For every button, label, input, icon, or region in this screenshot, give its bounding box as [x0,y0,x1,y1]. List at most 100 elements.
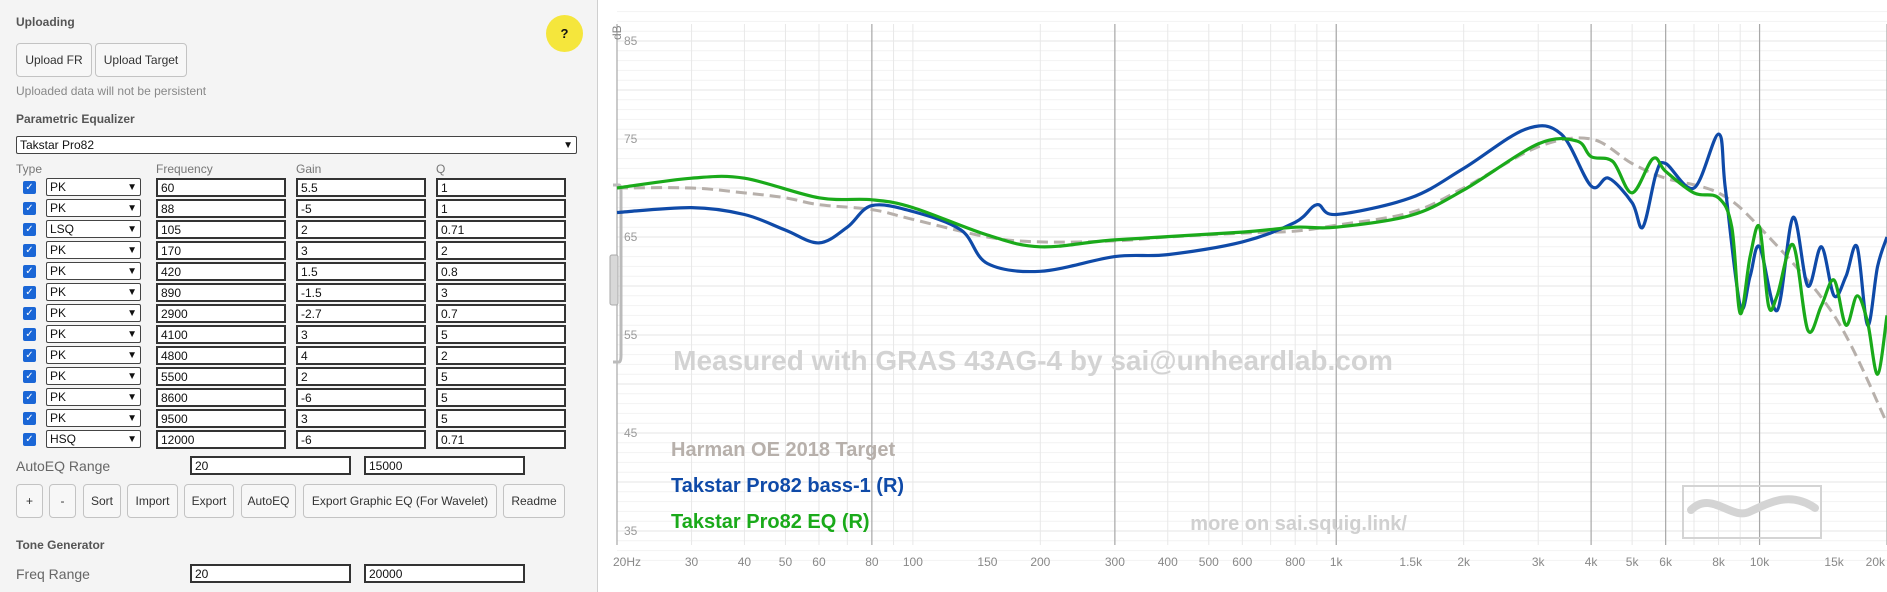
target-curve[interactable] [616,136,1887,424]
filter-type-select[interactable]: PK ▼ [46,283,141,301]
filter-q-input[interactable]: 0.71 [436,430,566,449]
filter-enabled-checkbox[interactable]: ✓ [23,286,36,299]
freq-range-from-input[interactable]: 20 [190,564,351,583]
sort-button[interactable]: Sort [83,484,121,518]
readme-button[interactable]: Readme [503,484,565,518]
upload-target-button[interactable]: Upload Target [95,43,187,77]
help-button[interactable]: ? [546,15,583,52]
filter-type-select[interactable]: PK ▼ [46,178,141,196]
filter-enabled-checkbox[interactable]: ✓ [23,202,36,215]
filter-type-select[interactable]: PK ▼ [46,325,141,343]
filter-frequency-input[interactable]: 60 [156,178,286,197]
legend-bass[interactable]: Takstar Pro82 bass-1 (R) [671,475,904,497]
add-filter-button[interactable]: + [16,484,43,518]
chevron-down-icon: ▼ [127,391,137,403]
import-button[interactable]: Import [127,484,178,518]
filter-type-select[interactable]: PK ▼ [46,409,141,427]
model-select[interactable]: Takstar Pro82 ▼ [16,136,577,154]
filter-q-input[interactable]: 0.71 [436,220,566,239]
upload-fr-button[interactable]: Upload FR [16,43,92,77]
filter-q-input[interactable]: 1 [436,199,566,218]
filter-gain-input[interactable]: 3 [296,241,426,260]
filter-enabled-checkbox[interactable]: ✓ [23,370,36,383]
filter-gain-input[interactable]: 1.5 [296,262,426,281]
filter-q-input[interactable]: 5 [436,388,566,407]
watermark-text: Measured with GRAS 43AG-4 by sai@unheard… [673,345,1393,376]
filter-gain-input[interactable]: 4 [296,346,426,365]
filter-gain-input[interactable]: -2.7 [296,304,426,323]
filter-gain-input[interactable]: 5.5 [296,178,426,197]
filter-type-select[interactable]: PK ▼ [46,388,141,406]
scroll-handle[interactable] [609,183,623,364]
filter-gain-input[interactable]: -5 [296,199,426,218]
filter-q-input[interactable]: 5 [436,367,566,386]
filter-frequency-input[interactable]: 12000 [156,430,286,449]
filter-type-select[interactable]: PK ▼ [46,241,141,259]
filter-gain-input[interactable]: -6 [296,388,426,407]
filter-enabled-checkbox[interactable]: ✓ [23,391,36,404]
filter-frequency-input[interactable]: 4800 [156,346,286,365]
filter-frequency-input[interactable]: 8600 [156,388,286,407]
filter-type-select[interactable]: PK ▼ [46,367,141,385]
filter-type-select[interactable]: HSQ ▼ [46,430,141,448]
filter-type-select[interactable]: PK ▼ [46,346,141,364]
y-tick-label: 85 [624,34,638,48]
chevron-down-icon: ▼ [127,223,137,235]
chevron-down-icon: ▼ [127,412,137,424]
filter-enabled-checkbox[interactable]: ✓ [23,181,36,194]
export-button[interactable]: Export [184,484,234,518]
filter-q-input[interactable]: 0.8 [436,262,566,281]
filter-type-select[interactable]: LSQ ▼ [46,220,141,238]
filter-enabled-checkbox[interactable]: ✓ [23,349,36,362]
remove-filter-button[interactable]: - [49,484,76,518]
filter-enabled-checkbox[interactable]: ✓ [23,223,36,236]
filter-frequency-input[interactable]: 420 [156,262,286,281]
filter-frequency-input[interactable]: 890 [156,283,286,302]
filter-q-input[interactable]: 0.7 [436,304,566,323]
grid-major [616,24,1887,545]
filter-q-input[interactable]: 5 [436,409,566,428]
upload-note: Uploaded data will not be persistent [16,84,207,98]
filter-enabled-checkbox[interactable]: ✓ [23,265,36,278]
legend-eq[interactable]: Takstar Pro82 EQ (R) [671,511,870,533]
filter-gain-input[interactable]: 2 [296,220,426,239]
legend-target[interactable]: Harman OE 2018 Target [671,439,896,461]
autoeq-range-to-input[interactable]: 15000 [364,456,525,475]
bass-curve[interactable] [616,124,1887,327]
autoeq-range-from-input[interactable]: 20 [190,456,351,475]
autoeq-button[interactable]: AutoEQ [241,484,296,518]
filter-enabled-checkbox[interactable]: ✓ [23,244,36,257]
filter-frequency-input[interactable]: 105 [156,220,286,239]
frequency-response-graph[interactable]: 85 75 65 55 45 35 20Hz 30 40 50 60 80 100 150 200 300 4… [599,0,1887,592]
filter-frequency-input[interactable]: 88 [156,199,286,218]
filter-enabled-checkbox[interactable]: ✓ [23,433,36,446]
filter-gain-input[interactable]: 3 [296,409,426,428]
filter-q-input[interactable]: 2 [436,241,566,260]
filter-frequency-input[interactable]: 9500 [156,409,286,428]
filter-frequency-input[interactable]: 4100 [156,325,286,344]
filter-type-select[interactable]: PK ▼ [46,199,141,217]
filter-type-select[interactable]: PK ▼ [46,304,141,322]
filter-enabled-checkbox[interactable]: ✓ [23,328,36,341]
filter-q-input[interactable]: 2 [436,346,566,365]
x-tick-label: 2k [1457,555,1471,569]
filter-frequency-input[interactable]: 5500 [156,367,286,386]
filter-q-input[interactable]: 3 [436,283,566,302]
filter-enabled-checkbox[interactable]: ✓ [23,412,36,425]
eq-curve[interactable] [616,136,1887,376]
filter-q-input[interactable]: 5 [436,325,566,344]
filter-frequency-input[interactable]: 170 [156,241,286,260]
filter-gain-input[interactable]: 3 [296,325,426,344]
filter-frequency-input[interactable]: 2900 [156,304,286,323]
filter-q-input[interactable]: 1 [436,178,566,197]
freq-range-to-input[interactable]: 20000 [364,564,525,583]
filter-type-select[interactable]: PK ▼ [46,262,141,280]
more-link[interactable]: more on sai.squig.link/ [1190,513,1407,535]
filter-enabled-checkbox[interactable]: ✓ [23,307,36,320]
filter-gain-input[interactable]: -1.5 [296,283,426,302]
x-tick-label: 150 [977,555,997,569]
filter-gain-input[interactable]: 2 [296,367,426,386]
filter-gain-input[interactable]: -6 [296,430,426,449]
export-graphic-eq-button[interactable]: Export Graphic EQ (For Wavelet) [303,484,497,518]
filter-type-value: LSQ [50,222,75,236]
